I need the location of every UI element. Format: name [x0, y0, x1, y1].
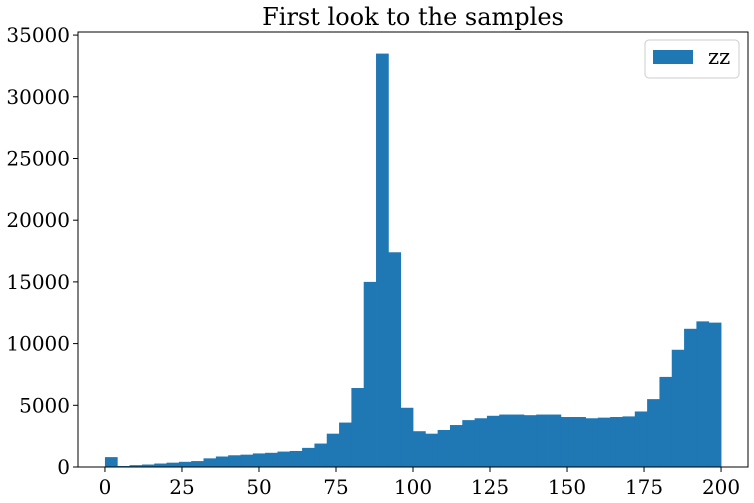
histogram-bar — [228, 455, 241, 467]
histogram-bar — [351, 388, 365, 467]
histogram-bar — [437, 429, 451, 467]
histogram-bar — [413, 431, 426, 467]
histogram-bar — [560, 417, 574, 467]
y-tick-label: 5000 — [19, 393, 70, 417]
y-tick-label: 20000 — [6, 208, 70, 232]
y-tick-label: 35000 — [6, 23, 70, 47]
histogram-bar — [314, 443, 328, 467]
histogram-bar — [536, 414, 549, 467]
histogram-bar — [277, 451, 291, 467]
histogram-bar — [449, 425, 463, 467]
histogram-bar — [104, 457, 118, 467]
histogram-bar — [203, 458, 217, 467]
histogram-bar — [289, 450, 303, 467]
histogram-bar — [474, 418, 488, 467]
y-tick-label: 0 — [57, 455, 70, 479]
histogram-bar — [647, 399, 660, 467]
histogram-bar — [178, 461, 192, 467]
histogram-bar — [622, 416, 636, 467]
histogram-bar — [585, 418, 599, 467]
y-tick-label: 10000 — [6, 332, 70, 356]
histogram-bar — [610, 417, 623, 467]
histogram-bar — [376, 53, 389, 467]
histogram-bar — [425, 433, 439, 467]
histogram-bar — [265, 452, 278, 467]
histogram-bar — [696, 321, 710, 467]
x-axis: 0 25 50 75 100 125 150 175 200 — [99, 467, 740, 499]
histogram-bar — [326, 433, 340, 467]
histogram-bar — [671, 349, 685, 467]
histogram-bar — [634, 411, 648, 467]
histogram-bar — [684, 328, 697, 467]
histogram-bar — [597, 417, 611, 467]
histogram-bar — [154, 463, 167, 467]
histogram-bar — [400, 407, 414, 467]
histogram-bar — [499, 414, 512, 467]
x-tick-label: 175 — [625, 475, 663, 499]
x-tick-label: 0 — [99, 475, 112, 499]
histogram-bar — [659, 376, 673, 467]
histogram-bar — [191, 461, 204, 467]
x-tick-label: 25 — [169, 475, 194, 499]
histogram-bar — [166, 462, 180, 467]
histogram-bar — [523, 415, 537, 467]
legend-swatch — [653, 50, 693, 64]
x-tick-label: 200 — [702, 475, 740, 499]
y-tick-label: 15000 — [6, 270, 70, 294]
x-tick-label: 150 — [548, 475, 586, 499]
histogram-bar — [511, 414, 525, 467]
histogram-bar — [548, 414, 562, 467]
y-tick-label: 25000 — [6, 146, 70, 170]
histogram-bar — [708, 322, 722, 467]
legend: zz — [644, 39, 740, 79]
histogram-bar — [302, 447, 315, 467]
histogram-bar — [129, 465, 143, 467]
histogram-bar — [388, 252, 402, 467]
legend-label: zz — [708, 45, 730, 69]
histogram-bar — [252, 453, 266, 467]
histogram-bar — [573, 417, 586, 467]
y-tick-label: 30000 — [6, 85, 70, 109]
x-tick-label: 75 — [323, 475, 348, 499]
chart-title: First look to the samples — [262, 3, 564, 31]
histogram-bar — [462, 420, 476, 467]
histogram-bar — [240, 454, 254, 467]
histogram-bar — [486, 415, 500, 467]
y-axis: 0 5000 10000 15000 20000 25000 30000 35000 — [6, 23, 78, 479]
histogram-bar — [363, 281, 377, 467]
bars-layer — [104, 53, 722, 467]
x-tick-label: 100 — [394, 475, 432, 499]
histogram-bar — [141, 464, 155, 467]
histogram-bar — [339, 422, 352, 467]
histogram-bar — [215, 456, 229, 467]
x-tick-label: 50 — [246, 475, 271, 499]
x-tick-label: 125 — [471, 475, 509, 499]
